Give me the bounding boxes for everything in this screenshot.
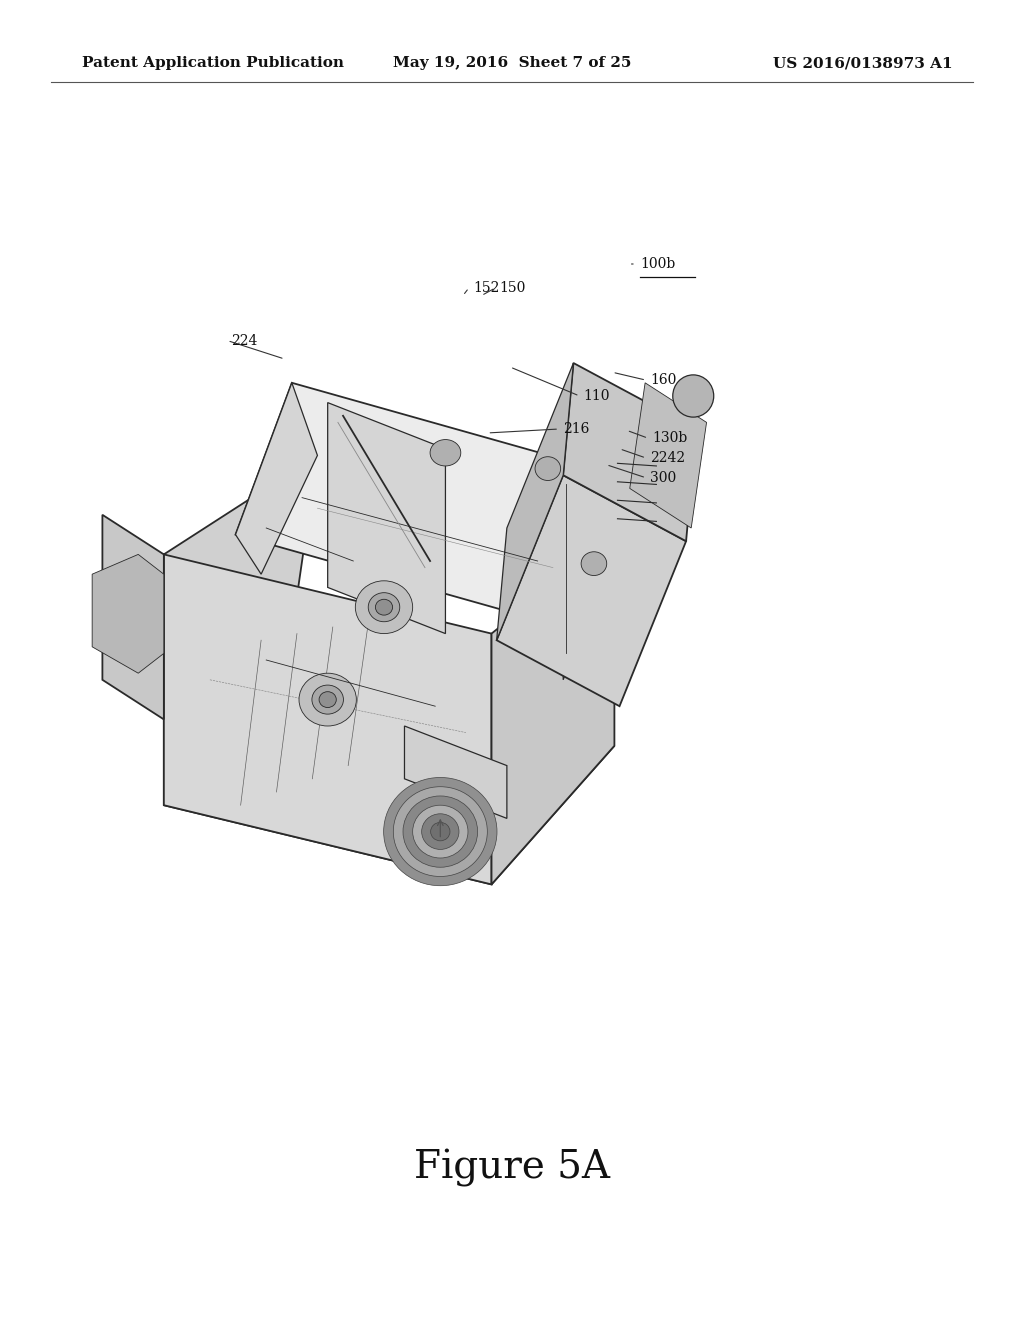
Text: Figure 5A: Figure 5A [414,1150,610,1187]
Polygon shape [630,383,707,528]
Text: 300: 300 [650,471,677,484]
Polygon shape [164,455,317,805]
Polygon shape [328,403,445,634]
Ellipse shape [369,593,399,622]
Polygon shape [102,515,164,719]
Polygon shape [497,475,686,706]
Polygon shape [563,475,620,680]
Polygon shape [164,554,492,884]
Ellipse shape [582,552,606,576]
Polygon shape [404,726,507,818]
Text: 160: 160 [650,374,677,387]
Text: 216: 216 [563,422,590,436]
Ellipse shape [413,805,468,858]
Text: 2242: 2242 [650,451,685,465]
Text: 150: 150 [500,281,526,294]
Ellipse shape [393,787,487,876]
Polygon shape [563,363,696,541]
Text: 152: 152 [473,281,500,294]
Text: Patent Application Publication: Patent Application Publication [82,57,344,70]
Text: 110: 110 [584,389,610,403]
Text: US 2016/0138973 A1: US 2016/0138973 A1 [773,57,952,70]
Ellipse shape [535,457,561,480]
Ellipse shape [312,685,343,714]
Ellipse shape [319,692,336,708]
Polygon shape [164,667,614,884]
Ellipse shape [431,822,450,841]
Ellipse shape [299,673,356,726]
Text: 100b: 100b [640,257,675,271]
Polygon shape [92,554,164,673]
Ellipse shape [430,440,461,466]
Polygon shape [236,383,620,627]
Polygon shape [236,383,317,574]
Text: 130b: 130b [652,432,687,445]
Ellipse shape [384,777,497,886]
Ellipse shape [355,581,413,634]
Text: 224: 224 [231,334,258,347]
Text: May 19, 2016  Sheet 7 of 25: May 19, 2016 Sheet 7 of 25 [393,57,631,70]
Ellipse shape [376,599,392,615]
Ellipse shape [422,813,459,850]
Ellipse shape [403,796,477,867]
Ellipse shape [673,375,714,417]
Polygon shape [492,535,614,884]
Polygon shape [497,363,573,640]
